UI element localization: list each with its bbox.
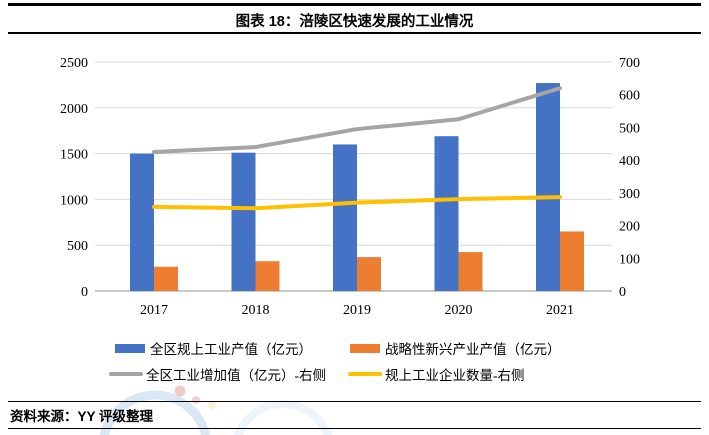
line-series xyxy=(152,195,562,211)
legend-item-enterprise-count: 规上工业企业数量-右侧 xyxy=(348,366,525,383)
bar-2020 xyxy=(434,136,459,291)
legend-item-strategic-output: 战略性新兴产业产值（亿元） xyxy=(350,340,561,357)
right-axis-tick-label: 500 xyxy=(619,121,640,136)
right-axis-tick-label: 300 xyxy=(619,187,640,202)
left-axis-tick-label: 1000 xyxy=(60,193,88,208)
legend-swatch-orange-bar xyxy=(350,343,380,353)
right-axis-tick-label: 100 xyxy=(619,252,640,267)
bar-2019 xyxy=(333,144,357,291)
title-underline-rule xyxy=(8,32,701,34)
bar-2021 xyxy=(536,83,560,292)
right-axis-tick-label: 200 xyxy=(619,220,640,235)
page-title: 图表 18：涪陵区快速发展的工业情况 xyxy=(235,14,474,30)
left-axis-tick-label: 0 xyxy=(81,285,88,300)
bar-2018 xyxy=(231,152,256,291)
x-axis-tick-label: 2020 xyxy=(445,303,473,318)
right-axis-tick-label: 0 xyxy=(619,285,626,300)
legend-label: 规上工业企业数量-右侧 xyxy=(385,368,525,383)
line-series xyxy=(152,86,562,154)
left-axis-tick-label: 2500 xyxy=(60,56,88,71)
x-axis-tick-label: 2021 xyxy=(546,303,574,318)
top-rule xyxy=(8,3,701,6)
legend-item-added-value: 全区工业增加值（亿元）-右侧 xyxy=(109,366,326,383)
bar-2019 xyxy=(357,257,381,291)
legend-swatch-gray-line xyxy=(109,372,143,376)
x-axis-tick-label: 2019 xyxy=(343,303,371,318)
right-axis-tick-label: 600 xyxy=(619,89,640,104)
legend-item-gross-output: 全区规上工业产值（亿元） xyxy=(115,340,312,357)
right-axis-tick-label: 700 xyxy=(619,56,640,71)
left-axis-tick-label: 2000 xyxy=(60,102,88,117)
bar-2017 xyxy=(130,153,154,291)
x-axis-tick-label: 2018 xyxy=(242,303,270,318)
footer-bottom-rule xyxy=(8,428,701,430)
legend-swatch-blue-bar xyxy=(115,343,145,353)
legend-swatch-yellow-line xyxy=(348,372,382,376)
source-note: 资料来源：YY 评级整理 xyxy=(10,409,154,424)
legend-label: 战略性新兴产业产值（亿元） xyxy=(385,342,561,357)
bar-2021 xyxy=(560,231,584,291)
legend-label: 全区工业增加值（亿元）-右侧 xyxy=(146,368,326,383)
x-axis-tick-label: 2017 xyxy=(140,303,168,318)
footer-top-rule xyxy=(8,401,701,403)
bar-2018 xyxy=(255,261,280,291)
bar-2020 xyxy=(458,252,483,291)
left-axis-tick-label: 500 xyxy=(67,239,88,254)
legend-label: 全区规上工业产值（亿元） xyxy=(150,342,312,357)
left-axis-tick-label: 1500 xyxy=(60,148,88,163)
right-axis-tick-label: 400 xyxy=(619,154,640,169)
bar-2017 xyxy=(154,266,178,291)
